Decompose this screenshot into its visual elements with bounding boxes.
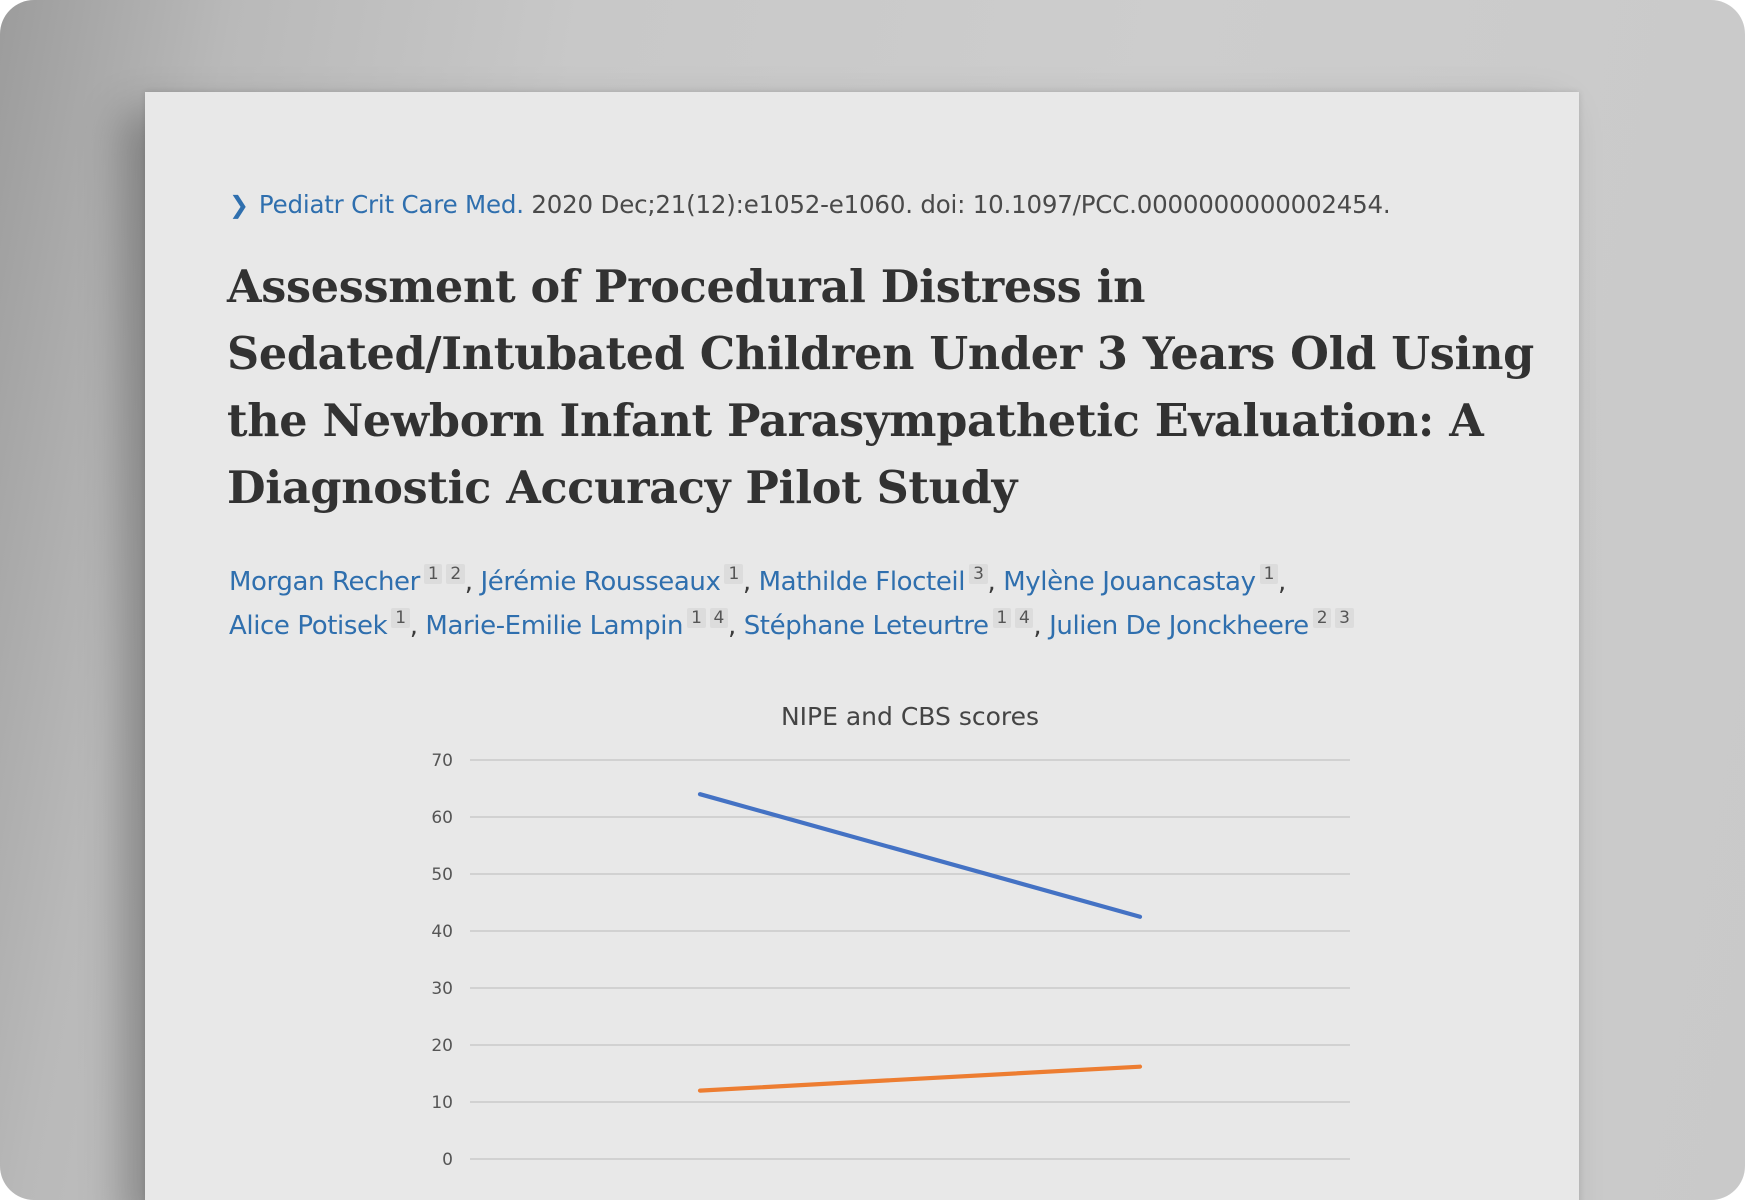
affiliation-marker[interactable]: 4 (709, 608, 728, 628)
affiliation-marker[interactable]: 2 (1312, 608, 1332, 628)
series-1-line (697, 792, 1143, 919)
author-separator: , (727, 611, 744, 641)
author-separator: , (742, 567, 759, 597)
author-link[interactable]: Morgan Recher (229, 567, 420, 597)
affiliation-marker[interactable]: 1 (1259, 564, 1278, 584)
author-link[interactable]: Mathilde Flocteil (758, 567, 966, 597)
author-separator: , (409, 611, 426, 641)
affiliation-marker[interactable]: 2 (446, 564, 465, 584)
affiliation-marker[interactable]: 1 (391, 608, 410, 628)
series-2-line (697, 1064, 1143, 1093)
author-link[interactable]: Jérémie Rousseaux (480, 567, 721, 597)
chevron-right-icon[interactable]: ❯ (229, 191, 249, 219)
affiliation-marker[interactable]: 1 (992, 608, 1011, 628)
author-separator: , (464, 567, 481, 597)
paper-sheet: ❯ Pediatr Crit Care Med. 2020 Dec;21(12):… (145, 92, 1579, 1200)
author-link[interactable]: Julien De Jonckheere (1049, 611, 1309, 641)
y-tick-label: 60 (431, 808, 453, 828)
y-tick-label: 0 (442, 1150, 453, 1170)
affiliation-marker[interactable]: 1 (687, 608, 706, 628)
chart-title: NIPE and CBS scores (781, 702, 1039, 731)
y-tick-label: 30 (431, 979, 453, 999)
citation-details: 2020 Dec;21(12):e1052-e1060. doi: 10.109… (531, 190, 1391, 219)
affiliation-marker[interactable]: 4 (1014, 608, 1034, 628)
affiliation-marker[interactable]: 3 (969, 564, 988, 584)
y-tick-label: 20 (431, 1036, 453, 1056)
y-tick-label: 50 (431, 865, 453, 885)
y-tick-label: 70 (431, 751, 453, 771)
affiliation-marker[interactable]: 3 (1335, 608, 1354, 628)
affiliation-marker[interactable]: 1 (423, 564, 443, 584)
author-link[interactable]: Mylène Jouancastay (1003, 567, 1256, 597)
author-separator: , (987, 567, 1004, 597)
author-list: Morgan Recher 1 2, Jérémie Rousseaux 1, Mat… (229, 560, 1549, 648)
author-link[interactable]: Marie-Emilie Lampin (425, 611, 684, 641)
journal-link[interactable]: Pediatr Crit Care Med. (258, 190, 524, 219)
article-title: Assessment of Procedural Distress in Sed… (227, 261, 1534, 514)
y-tick-label: 40 (431, 922, 453, 942)
author-separator: , (1033, 611, 1050, 641)
y-tick-label: 10 (431, 1093, 453, 1113)
citation-line: ❯ Pediatr Crit Care Med. 2020 Dec;21(12):… (229, 190, 1391, 219)
author-link[interactable]: Stéphane Leteurtre (743, 611, 989, 641)
author-link[interactable]: Alice Potisek (229, 611, 388, 641)
affiliation-marker[interactable]: 1 (724, 564, 743, 584)
author-separator: , (1278, 567, 1286, 597)
line-chart: NIPE and CBS scores 0 10 20 30 40 50 60 70 (431, 702, 1350, 1170)
